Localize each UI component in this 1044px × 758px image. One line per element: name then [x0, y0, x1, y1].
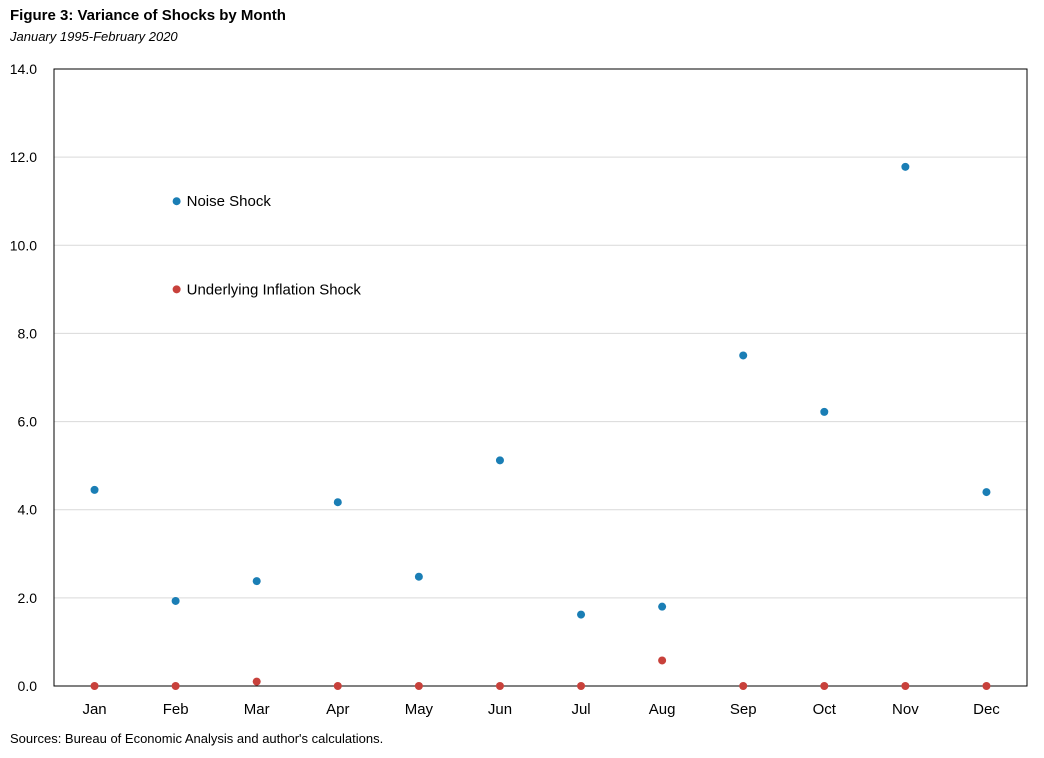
- legend-label: Underlying Inflation Shock: [187, 281, 362, 298]
- x-tick-label: May: [405, 701, 434, 718]
- data-point-noise: [171, 596, 180, 605]
- data-point-underlying: [333, 682, 342, 690]
- grid-lines: [54, 156, 1027, 599]
- chart-subtitle: January 1995-February 2020: [10, 29, 178, 44]
- data-point-noise: [901, 162, 910, 171]
- y-tick-label: 10.0: [10, 237, 37, 253]
- data-point-underlying: [982, 682, 991, 690]
- x-tick-label: Sep: [730, 701, 757, 718]
- y-tick-label: 4.0: [18, 502, 38, 518]
- legend-marker: [172, 285, 181, 294]
- data-point-underlying: [658, 656, 667, 665]
- data-point-underlying: [495, 682, 504, 690]
- chart-title: Figure 3: Variance of Shocks by Month: [10, 7, 286, 24]
- y-tick-label: 2.0: [18, 590, 38, 606]
- data-point-noise: [820, 407, 829, 416]
- y-tick-label: 0.0: [18, 678, 38, 694]
- y-tick-label: 12.0: [10, 149, 37, 165]
- legend-label: Noise Shock: [187, 193, 272, 210]
- x-tick-label: Apr: [326, 701, 349, 718]
- data-point-noise: [252, 577, 261, 586]
- y-tick-label: 8.0: [18, 325, 38, 341]
- plot-area-frame: [53, 68, 1028, 687]
- x-tick-label: Oct: [813, 701, 837, 718]
- data-point-noise: [333, 498, 342, 507]
- data-point-underlying: [577, 682, 586, 690]
- data-point-noise: [739, 351, 748, 360]
- data-point-noise: [495, 456, 504, 465]
- x-tick-label: Mar: [244, 701, 270, 718]
- y-tick-label: 14.0: [10, 61, 37, 77]
- data-point-underlying: [739, 682, 748, 690]
- x-tick-label: Dec: [973, 701, 1000, 718]
- x-tick-label: Nov: [892, 701, 919, 718]
- data-point-underlying: [171, 682, 180, 690]
- data-point-underlying: [820, 682, 829, 690]
- data-point-underlying: [90, 682, 99, 690]
- data-point-noise: [982, 488, 991, 497]
- x-axis-ticks: Jan Feb Mar Apr May Jun Jul Aug Sep Oct Nov Dec: [82, 701, 1000, 718]
- x-tick-label: Jul: [571, 701, 590, 718]
- legend: Noise Shock Underlying Inflation Shock: [172, 193, 362, 298]
- data-point-underlying: [414, 682, 423, 690]
- data-point-noise: [90, 485, 99, 494]
- data-point-underlying: [252, 677, 261, 686]
- data-point-underlying: [901, 682, 910, 690]
- x-tick-label: Jun: [488, 701, 512, 718]
- data-points: [90, 162, 991, 690]
- data-point-noise: [414, 572, 423, 581]
- x-tick-label: Feb: [163, 701, 189, 718]
- data-point-noise: [577, 610, 586, 619]
- legend-marker: [172, 197, 181, 206]
- data-point-noise: [658, 602, 667, 611]
- x-tick-label: Aug: [649, 701, 676, 718]
- y-axis-ticks: 0.0 2.0 4.0 6.0 8.0 10.0 12.0 14.0: [10, 61, 37, 694]
- y-tick-label: 6.0: [18, 414, 38, 430]
- source-note: Sources: Bureau of Economic Analysis and…: [10, 731, 384, 746]
- x-tick-label: Jan: [82, 701, 106, 718]
